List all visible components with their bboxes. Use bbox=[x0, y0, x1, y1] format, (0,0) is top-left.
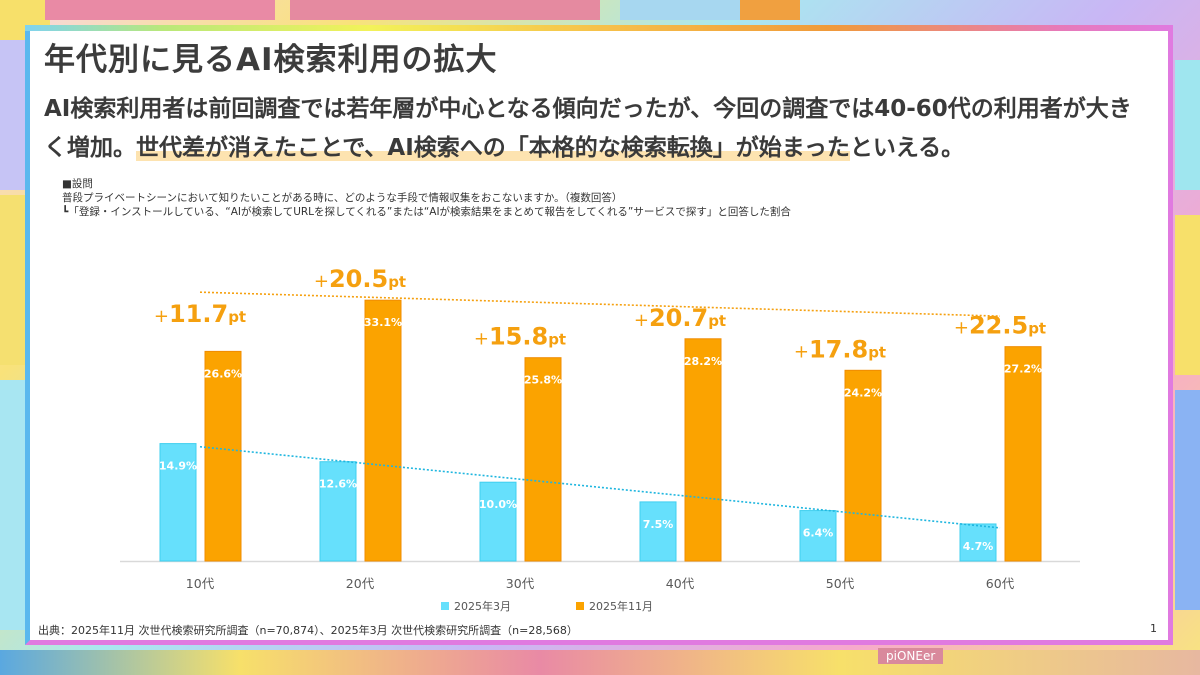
lead-text: AI検索利用者は前回調査では若年層が中心となる傾向だったが、今回の調査では40-… bbox=[44, 90, 1154, 168]
legend-swatch-march bbox=[441, 602, 449, 610]
background-label: piONEer bbox=[878, 648, 944, 664]
question-note: ┗「登録・インストールしている、“AIが検索してURLを探してくれる”または“A… bbox=[62, 206, 791, 218]
legend-item-nov: 2025年11月 bbox=[576, 598, 653, 614]
source-note: 出典：2025年11月 次世代検索研究所調査（n=70,874）、2025年3月… bbox=[38, 624, 578, 637]
lead-part2: といえる。 bbox=[849, 135, 965, 161]
question-text: 普段プライベートシーンにおいて知りたいことがある時に、どのような手段で情報収集を… bbox=[62, 192, 623, 204]
lead-part1: AI検索利用者は前回調査では若年層が中心となる傾向だったが、今回の調査では40-… bbox=[44, 96, 1132, 161]
legend-label-march: 2025年3月 bbox=[454, 600, 511, 613]
slide-top-border bbox=[25, 25, 1173, 31]
legend-item-march: 2025年3月 bbox=[441, 598, 511, 614]
legend-label-nov: 2025年11月 bbox=[589, 600, 653, 613]
question-heading: ■設問 bbox=[62, 178, 93, 190]
survey-question: ■設問 普段プライベートシーンにおいて知りたいことがある時に、どのような手段で情… bbox=[62, 177, 791, 219]
page-number: 1 bbox=[1150, 622, 1157, 635]
slide-title: 年代別に見るAI検索利用の拡大 bbox=[44, 42, 498, 78]
legend-swatch-nov bbox=[576, 602, 584, 610]
lead-highlight: 世代差が消えたことで、AI検索への「本格的な検索転換」が始まった bbox=[136, 135, 850, 161]
